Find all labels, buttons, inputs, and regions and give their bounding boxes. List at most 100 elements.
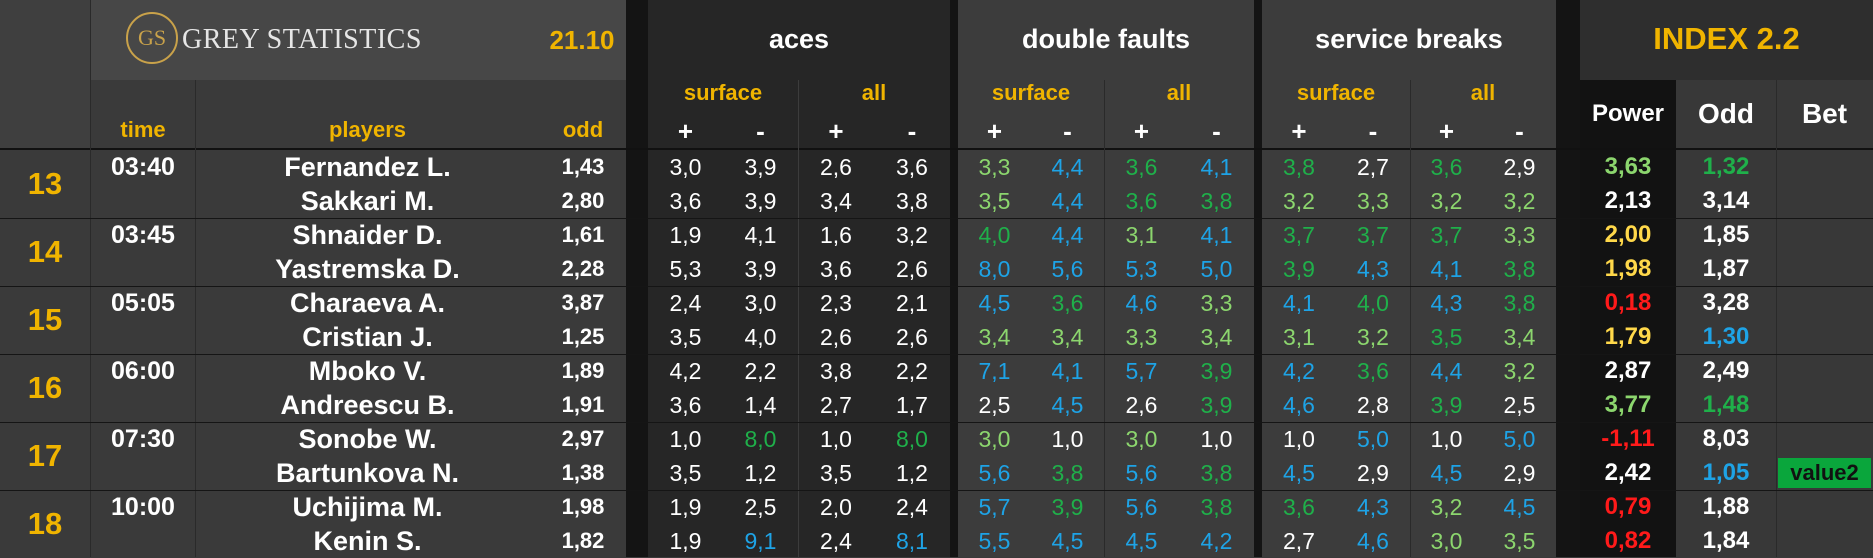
stat-cell-df: 5,7 [1125, 357, 1158, 384]
stat-cell-sb: 4,0 [1357, 289, 1389, 316]
player-name: Bartunkova N. [275, 457, 460, 488]
stat-cell-sb: 3,2 [1503, 187, 1536, 214]
divider-bet [1776, 80, 1777, 557]
stat-cell-aces: 4,0 [744, 323, 777, 350]
power-value: 2,42 [1604, 459, 1652, 486]
gap-band-1 [626, 0, 648, 557]
stat-cell-aces: 1,9 [669, 493, 702, 520]
stat-cell-sb: 3,4 [1503, 323, 1536, 350]
stat-cell-df: 3,3 [1125, 323, 1158, 350]
stat-cell-sb: 2,8 [1357, 391, 1389, 418]
player-name: Charaeva A. [289, 287, 446, 318]
index-odd-value: 1,84 [1702, 527, 1750, 554]
stat-cell-df: 3,5 [978, 187, 1011, 214]
stat-cell-sb: 3,6 [1357, 357, 1389, 384]
stat-cell-aces: 3,8 [820, 357, 852, 384]
index-odd-value: 1,85 [1702, 221, 1750, 248]
stat-cell-df: 3,8 [1051, 459, 1084, 486]
odd-band [1676, 0, 1776, 557]
stat-cell-aces: 8,1 [896, 527, 928, 554]
power-value: 2,13 [1604, 187, 1652, 214]
player-odd: 1,82 [561, 528, 605, 553]
subheader-aces-all: all [861, 80, 887, 105]
stat-cell-sb: 3,8 [1503, 255, 1536, 282]
stat-cell-aces: 4,2 [669, 357, 702, 384]
match-number: 14 [27, 234, 63, 269]
stat-cell-aces: 1,6 [820, 221, 852, 248]
gap-band-4 [1556, 0, 1580, 557]
stat-cell-aces: 1,0 [669, 425, 702, 452]
minus-aces-1: - [907, 115, 917, 146]
col-header-players: players [328, 117, 407, 142]
player-name: Kenin S. [313, 525, 422, 556]
player-odd: 1,61 [561, 222, 605, 247]
bet-badge: value2 [1778, 458, 1871, 488]
stat-cell-aces: 3,9 [744, 153, 777, 180]
player-odd: 2,28 [561, 256, 605, 281]
stat-cell-df: 4,4 [1051, 187, 1084, 214]
stat-cell-aces: 1,0 [820, 425, 852, 452]
stat-cell-df: 8,0 [978, 255, 1011, 282]
player-odd: 3,87 [561, 290, 605, 315]
player-name: Fernandez L. [284, 151, 451, 182]
stat-cell-sb: 2,7 [1357, 153, 1389, 180]
stat-cell-aces: 1,9 [669, 221, 702, 248]
power-value: 2,00 [1604, 221, 1652, 248]
stat-cell-aces: 3,4 [820, 187, 852, 214]
stat-cell-df: 4,0 [978, 221, 1011, 248]
stat-cell-sb: 3,0 [1430, 527, 1463, 554]
match-time: 07:30 [111, 424, 175, 453]
stat-cell-sb: 4,4 [1430, 357, 1463, 384]
stat-cell-sb: 2,5 [1503, 391, 1536, 418]
stat-cell-df: 4,1 [1051, 357, 1084, 384]
info-band [91, 0, 626, 557]
stat-cell-sb: 3,7 [1357, 221, 1389, 248]
stat-cell-sb: 5,0 [1357, 425, 1389, 452]
gap-band-3 [1254, 0, 1262, 557]
match-number: 15 [27, 302, 63, 337]
index-odd-value: 1,32 [1702, 153, 1750, 180]
stat-cell-aces: 3,5 [669, 459, 702, 486]
gap-band-2 [950, 0, 958, 557]
index-odd-value: 3,14 [1702, 187, 1750, 214]
power-value: 1,98 [1604, 255, 1652, 282]
index-odd-value: 1,05 [1702, 459, 1750, 486]
stat-cell-aces: 3,6 [669, 187, 702, 214]
stat-cell-aces: 2,4 [820, 527, 852, 554]
stat-cell-aces: 2,2 [744, 357, 777, 384]
stat-cell-aces: 9,1 [744, 527, 777, 554]
match-number: 17 [27, 438, 63, 473]
stat-cell-sb: 3,8 [1283, 153, 1315, 180]
player-odd: 1,89 [561, 358, 605, 383]
stat-cell-aces: 3,8 [896, 187, 928, 214]
stat-cell-aces: 4,1 [744, 221, 777, 248]
power-value: 0,18 [1604, 289, 1652, 316]
stat-cell-sb: 2,9 [1503, 153, 1536, 180]
stat-cell-aces: 2,4 [896, 493, 928, 520]
stat-cell-df: 3,3 [978, 153, 1011, 180]
stat-cell-aces: 3,5 [820, 459, 852, 486]
stat-cell-sb: 3,2 [1430, 493, 1463, 520]
player-name: Sonobe W. [298, 423, 437, 454]
stat-cell-aces: 2,3 [820, 289, 852, 316]
stat-cell-df: 3,1 [1125, 221, 1158, 248]
stat-cell-df: 5,0 [1200, 255, 1233, 282]
stat-cell-sb: 4,2 [1283, 357, 1315, 384]
stat-cell-aces: 2,1 [896, 289, 928, 316]
stat-cell-sb: 3,2 [1430, 187, 1463, 214]
stat-cell-sb: 3,2 [1357, 323, 1389, 350]
stat-cell-df: 5,6 [1051, 255, 1084, 282]
player-odd: 1,25 [561, 324, 605, 349]
minus-df-0: - [1063, 115, 1072, 146]
stat-cell-df: 5,6 [978, 459, 1011, 486]
minus-aces-0: - [756, 115, 765, 146]
minus-sb-1: - [1515, 115, 1524, 146]
stat-cell-df: 3,4 [1051, 323, 1084, 350]
stat-cell-sb: 4,3 [1430, 289, 1463, 316]
plus-aces-0: + [677, 115, 694, 146]
stat-cell-df: 2,5 [978, 391, 1011, 418]
stat-cell-df: 3,9 [1200, 357, 1233, 384]
index-odd-value: 1,87 [1702, 255, 1750, 282]
stat-cell-aces: 1,7 [896, 391, 928, 418]
subheader-df-surface: surface [991, 80, 1071, 105]
